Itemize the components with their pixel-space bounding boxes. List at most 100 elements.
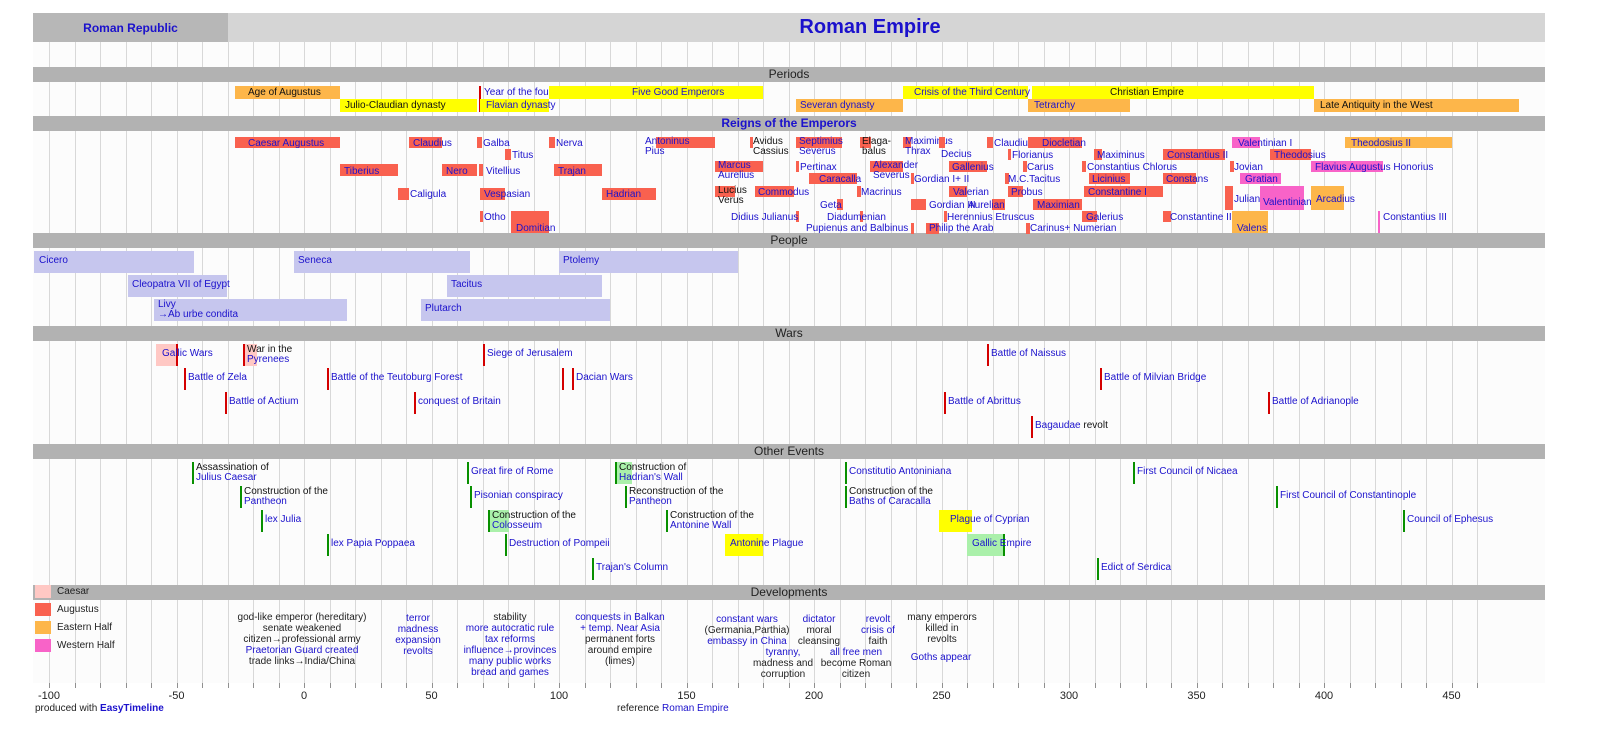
development-line[interactable]: revolt bbox=[865, 614, 891, 625]
construction-of-hadrian-s-wall-label[interactable]: Construction of Hadrian's Wall bbox=[619, 463, 686, 483]
construction-of-hadrian-s-wall-label-line[interactable]: Hadrian's Wall bbox=[619, 472, 683, 483]
caligula-label[interactable]: Caligula bbox=[410, 189, 447, 200]
first-council-of-constantinople-label[interactable]: First Council of Constantinople bbox=[1280, 490, 1417, 501]
construction-of-the-colosseum-label[interactable]: Construction of the Colosseum bbox=[492, 511, 576, 531]
vitellius-label[interactable]: Vitellius bbox=[486, 166, 521, 177]
livy-ab-urbe-condita-label-line[interactable]: Livy bbox=[158, 299, 176, 310]
battle-of-zela-label[interactable]: Battle of Zela bbox=[188, 372, 247, 383]
domitian-label[interactable]: Domitian bbox=[516, 223, 556, 234]
battle-of-adrianople-label[interactable]: Battle of Adrianople bbox=[1272, 396, 1359, 407]
constantine-ii-label[interactable]: Constantine II bbox=[1170, 212, 1232, 223]
arcadius-label[interactable]: Arcadius bbox=[1316, 194, 1355, 205]
aurelian-label[interactable]: Aurelian bbox=[968, 200, 1005, 211]
siege-of-jerusalem-label[interactable]: Siege of Jerusalem bbox=[487, 348, 573, 359]
development-line[interactable]: Praetorian Guard created bbox=[245, 645, 359, 656]
development-line[interactable]: many public works bbox=[468, 656, 552, 667]
development-line[interactable]: crisis of bbox=[861, 625, 895, 636]
livy-ab-urbe-condita-label[interactable]: Livy →Ab urbe condita bbox=[158, 300, 238, 320]
conquest-of-britain-label[interactable]: conquest of Britain bbox=[418, 396, 501, 407]
reconstruction-of-the-pantheon-label[interactable]: Reconstruction of the Pantheon bbox=[629, 487, 724, 507]
development-line[interactable]: tax reforms bbox=[484, 634, 536, 645]
development-line[interactable]: constant wars bbox=[716, 614, 778, 625]
livy-ab-urbe-condita-label-line[interactable]: →Ab urbe condita bbox=[158, 309, 239, 320]
construction-of-the-antonine-wall-label[interactable]: Construction of the Antonine Wall bbox=[670, 511, 754, 531]
trajan-s-column-label[interactable]: Trajan's Column bbox=[596, 562, 669, 573]
bagaudae-revolt-label-part[interactable]: Bagaudae bbox=[1035, 420, 1084, 431]
pisonian-conspiracy-label[interactable]: Pisonian conspiracy bbox=[474, 490, 563, 501]
reference-roman-empire-link[interactable]: Roman Empire bbox=[662, 703, 729, 714]
nero-label[interactable]: Nero bbox=[446, 166, 468, 177]
nerva-label[interactable]: Nerva bbox=[556, 138, 583, 149]
battle-of-actium-label[interactable]: Battle of Actium bbox=[229, 396, 299, 407]
lex-julia-label[interactable]: lex Julia bbox=[265, 514, 302, 525]
development-line[interactable]: dictator bbox=[802, 614, 836, 625]
battle-of-abrittus-label[interactable]: Battle of Abrittus bbox=[948, 396, 1021, 407]
valens-label[interactable]: Valens bbox=[1237, 223, 1267, 234]
gallic-wars-label[interactable]: Gallic Wars bbox=[162, 348, 213, 359]
development-line[interactable]: revolts bbox=[403, 646, 433, 657]
licinius-label[interactable]: Licinius bbox=[1092, 174, 1126, 185]
constitutio-antoniniana-label[interactable]: Constitutio Antoniniana bbox=[849, 466, 952, 477]
battle-of-the-teutoburg-forest-label[interactable]: Battle of the Teutoburg Forest bbox=[331, 372, 463, 383]
vespasian-label[interactable]: Vespasian bbox=[484, 189, 531, 200]
assassination-of-julius-caesar-label[interactable]: Assassination of Julius Caesar bbox=[196, 463, 269, 483]
bagaudae-revolt-label[interactable]: Bagaudae revolt bbox=[1035, 421, 1108, 431]
julian-label[interactable]: Julian bbox=[1234, 194, 1261, 205]
pupienus-and-balbinus-label[interactable]: Pupienus and Balbinus bbox=[806, 223, 909, 234]
development-line[interactable]: more autocratic rule bbox=[465, 623, 555, 634]
marcus-aurelius-label-line[interactable]: Aurelius bbox=[718, 170, 755, 181]
gallic-empire-label[interactable]: Gallic Empire bbox=[972, 538, 1032, 549]
gallenius-label[interactable]: Gallenius bbox=[952, 162, 994, 173]
marcus-aurelius-label[interactable]: Marcus Aurelius bbox=[718, 161, 754, 181]
caracalla-label[interactable]: Caracalla bbox=[819, 174, 862, 185]
galba-label[interactable]: Galba bbox=[483, 138, 510, 149]
five-good-emperors-label[interactable]: Five Good Emperors bbox=[632, 87, 725, 98]
septimius-severus-label-line[interactable]: Severus bbox=[799, 146, 836, 157]
gratian-label[interactable]: Gratian bbox=[1245, 174, 1278, 185]
war-in-the-pyrenees-label[interactable]: War in the Pyrenees bbox=[247, 345, 292, 365]
battle-of-milvian-bridge-label[interactable]: Battle of Milvian Bridge bbox=[1104, 372, 1207, 383]
war-in-the-pyrenees-label-line[interactable]: Pyrenees bbox=[247, 354, 290, 365]
maximinus-label[interactable]: Maximinus bbox=[1097, 150, 1145, 161]
pertinax-label[interactable]: Pertinax bbox=[800, 162, 837, 173]
didius-julianus-label[interactable]: Didius Julianus bbox=[731, 212, 799, 223]
septimius-severus-label[interactable]: Septimius Severus bbox=[799, 137, 843, 157]
maximinus-thrax-label[interactable]: Maximinus Thrax bbox=[905, 137, 953, 157]
development-line[interactable]: all free men bbox=[829, 647, 883, 658]
theodosius-label[interactable]: Theodosius bbox=[1274, 150, 1326, 161]
construction-of-the-baths-of-caracalla-label[interactable]: Construction of the Baths of Caracalla bbox=[849, 487, 933, 507]
plague-of-cyprian-label[interactable]: Plague of Cyprian bbox=[950, 514, 1030, 525]
plutarch-label[interactable]: Plutarch bbox=[425, 303, 462, 314]
constantius-iii-label[interactable]: Constantius III bbox=[1383, 212, 1447, 223]
development-line[interactable]: embassy in China bbox=[707, 636, 787, 647]
maximian-label[interactable]: Maximian bbox=[1037, 200, 1080, 211]
battle-of-naissus-label[interactable]: Battle of Naissus bbox=[991, 348, 1067, 359]
antoninus-pius-label-line[interactable]: Antoninus bbox=[645, 136, 690, 147]
macrinus-label[interactable]: Macrinus bbox=[861, 187, 902, 198]
antoninus-pius-label-line[interactable]: Pius bbox=[645, 146, 665, 157]
carus-label[interactable]: Carus bbox=[1027, 162, 1054, 173]
destruction-of-pompeii-label[interactable]: Destruction of Pompeii bbox=[509, 538, 610, 549]
development-line[interactable]: conquests in Balkan bbox=[575, 612, 665, 623]
construction-of-the-baths-of-caracalla-label-line[interactable]: Baths of Caracalla bbox=[849, 496, 931, 507]
development-line[interactable]: + temp. Near Asia bbox=[580, 623, 660, 634]
tetrarchy-label[interactable]: Tetrarchy bbox=[1034, 100, 1076, 111]
great-fire-of-rome-label[interactable]: Great fire of Rome bbox=[471, 466, 554, 477]
reconstruction-of-the-pantheon-label-line[interactable]: Pantheon bbox=[629, 496, 672, 507]
marcus-aurelius-label-line[interactable]: Marcus bbox=[718, 160, 751, 171]
alexander-severus-label-line[interactable]: Alexander bbox=[873, 160, 919, 171]
constans-label[interactable]: Constans bbox=[1166, 174, 1209, 185]
diocletian-label[interactable]: Diocletian bbox=[1042, 138, 1086, 149]
jovian-label[interactable]: Jovian bbox=[1234, 162, 1263, 173]
seneca-label[interactable]: Seneca bbox=[298, 255, 332, 266]
probus-label[interactable]: Probus bbox=[1011, 187, 1043, 198]
tiberius-label[interactable]: Tiberius bbox=[344, 166, 380, 177]
maximinus-thrax-label-line[interactable]: Maximinus bbox=[905, 136, 953, 147]
valerian-label[interactable]: Valerian bbox=[953, 187, 989, 198]
development-line[interactable]: madness bbox=[397, 624, 439, 635]
tacitus-label[interactable]: Tacitus bbox=[451, 279, 483, 290]
titus-label[interactable]: Titus bbox=[512, 150, 534, 161]
severan-dynasty-label[interactable]: Severan dynasty bbox=[800, 100, 875, 111]
antoninus-pius-label[interactable]: Antoninus Pius bbox=[645, 137, 689, 157]
development-line[interactable]: terror bbox=[406, 613, 430, 624]
